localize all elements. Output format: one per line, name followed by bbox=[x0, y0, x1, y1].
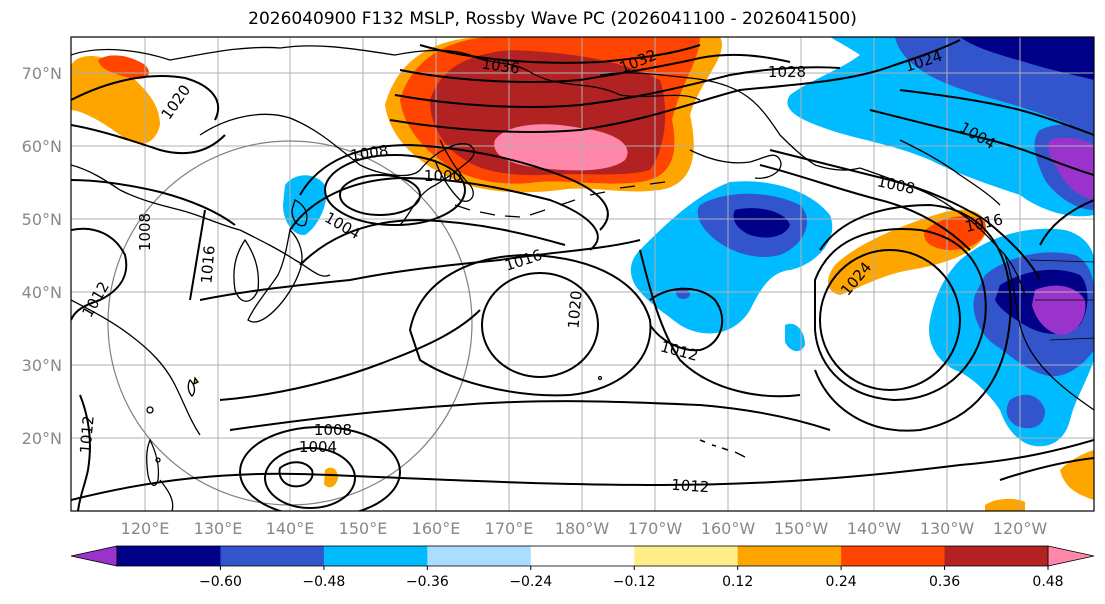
lon-label: 130°E bbox=[194, 519, 243, 538]
colorbar-segment bbox=[737, 546, 842, 566]
lon-label: 160°E bbox=[412, 519, 461, 538]
isobar-label: 1000 bbox=[424, 167, 462, 185]
graticule bbox=[71, 37, 1094, 511]
colorbar-tick-label: 0.48 bbox=[1032, 574, 1063, 590]
isobar-label: 1008 bbox=[314, 421, 352, 439]
isobar-label: 1008 bbox=[349, 141, 389, 164]
lat-label: 70°N bbox=[22, 64, 62, 83]
colorbar-tick-label: 0.36 bbox=[929, 574, 960, 590]
lat-label: 60°N bbox=[22, 137, 62, 156]
lon-label: 140°W bbox=[847, 519, 902, 538]
lon-label: 120°W bbox=[993, 519, 1048, 538]
isobar-label: 1036 bbox=[481, 54, 521, 77]
map-frame bbox=[70, 36, 1095, 512]
colorbar-high-extend bbox=[1047, 545, 1095, 567]
colorbar-segment bbox=[427, 546, 532, 566]
colorbar-segment bbox=[841, 546, 946, 566]
colorbar-tick-label: −0.48 bbox=[302, 574, 345, 590]
isobar-label: 1004 bbox=[299, 438, 337, 456]
colorbar-tick-label: −0.60 bbox=[199, 574, 242, 590]
isobar-label: 1020 bbox=[564, 290, 585, 330]
isobar-label: 1012 bbox=[671, 476, 710, 497]
colorbar-outline bbox=[116, 545, 1049, 567]
colorbar-segment bbox=[944, 546, 1049, 566]
lon-label: 140°E bbox=[266, 519, 315, 538]
lat-label: 50°N bbox=[22, 210, 62, 229]
lon-label: 120°E bbox=[121, 519, 170, 538]
lon-label: 150°E bbox=[339, 519, 388, 538]
latitude-labels: 70°N 60°N 50°N 40°N 30°N 20°N bbox=[22, 64, 62, 448]
lon-label: 160°W bbox=[701, 519, 756, 538]
isobars bbox=[71, 39, 1094, 511]
lon-label: 170°W bbox=[628, 519, 683, 538]
colorbar-segment bbox=[323, 546, 428, 566]
colorbar-segment bbox=[220, 546, 325, 566]
lon-label: 130°W bbox=[920, 519, 975, 538]
isobar-label: 1016 bbox=[197, 245, 218, 285]
isobar-label: 1008 bbox=[136, 213, 154, 251]
colorbar-segment bbox=[530, 546, 635, 566]
coastlines bbox=[71, 45, 1094, 511]
colorbar-low-extend bbox=[70, 545, 118, 567]
lat-label: 40°N bbox=[22, 283, 62, 302]
colorbar-tick-label: 0.24 bbox=[826, 574, 857, 590]
map-title: 2026040900 F132 MSLP, Rossby Wave PC (20… bbox=[248, 9, 857, 29]
lon-label: 180°W bbox=[555, 519, 610, 538]
colorbar-segment bbox=[634, 546, 739, 566]
colorbar-tick-label: −0.24 bbox=[509, 574, 552, 590]
longitude-labels: 120°E 130°E 140°E 150°E 160°E 170°E 180°… bbox=[121, 519, 1048, 538]
colorbar-segment bbox=[117, 546, 221, 566]
colorbar-tick-label: 0.12 bbox=[722, 574, 753, 590]
colorbar: −0.60 −0.48 −0.36 −0.24 −0.12 0.12 0.24 0.36 0.4… bbox=[70, 545, 1095, 590]
isobar-label: 1012 bbox=[76, 415, 97, 455]
lon-label: 150°W bbox=[774, 519, 829, 538]
lat-label: 30°N bbox=[22, 356, 62, 375]
lat-label: 20°N bbox=[22, 429, 62, 448]
lon-label: 170°E bbox=[485, 519, 534, 538]
colorbar-tick-label: −0.36 bbox=[406, 574, 449, 590]
isobar-label: 1028 bbox=[768, 63, 806, 81]
colorbar-tick-label: −0.12 bbox=[613, 574, 656, 590]
